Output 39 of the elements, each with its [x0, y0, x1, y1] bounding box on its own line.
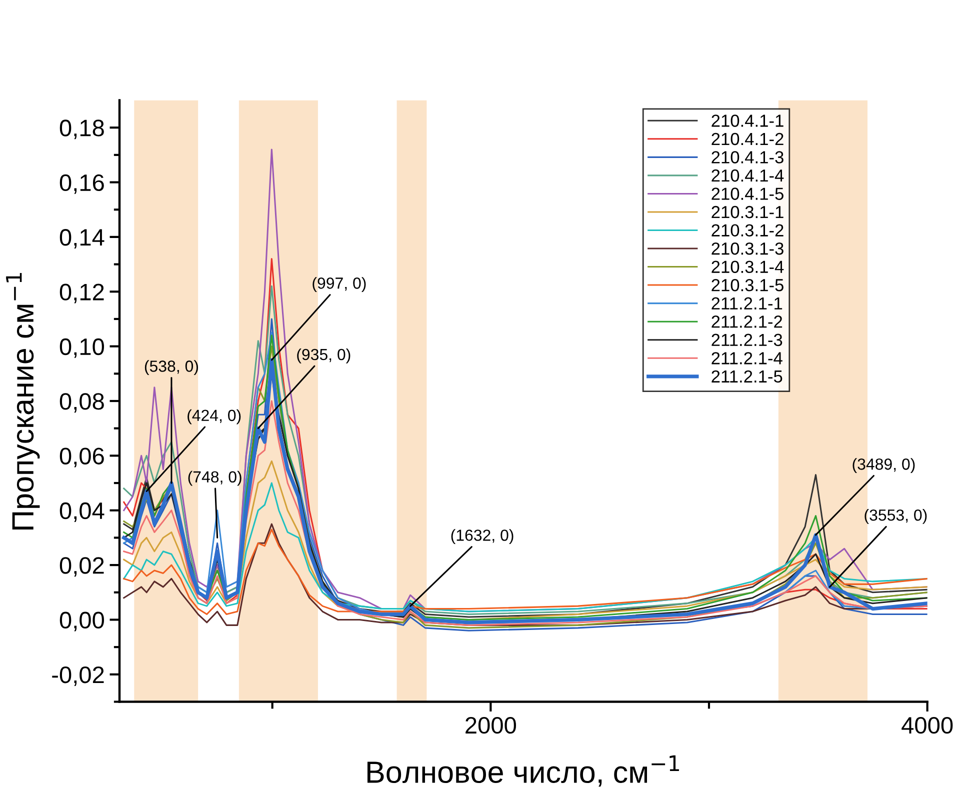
legend-label: 210.3.1-2 [712, 224, 784, 236]
legend-label: 210.4.1-2 [712, 132, 784, 146]
annotation: (1632, 0) [451, 529, 514, 544]
annotation: (3489, 0) [852, 458, 915, 473]
legend-label: 210.4.1-1 [712, 114, 784, 127]
x-tick-label: 4000 [902, 716, 953, 734]
annotation: (997, 0) [312, 277, 366, 292]
legend-label: 211.2.1-2 [712, 316, 782, 328]
legend-label: 210.3.1-1 [712, 206, 784, 218]
y-axis-title: Пропускание см$^{−1}$ [6, 272, 40, 530]
y-tick-label: 0,18 [60, 120, 104, 140]
x-axis-title: Волновое число, см$^{−1}$ [367, 755, 679, 787]
x-tick-label: 2000 [466, 716, 516, 734]
legend-label: 210.3.1-3 [712, 242, 784, 255]
y-tick-label: 0,04 [60, 502, 104, 522]
y-tick-label: 0,02 [60, 557, 104, 577]
y-tick-label: 0,16 [60, 174, 104, 194]
legend-label: 211.2.1-5 [712, 370, 782, 383]
y-tick-label: 0,12 [60, 284, 104, 304]
line-series [123, 528, 928, 616]
annotation: (424, 0) [188, 409, 241, 424]
annotation: (748, 0) [188, 470, 242, 486]
y-tick-label: 0,08 [60, 393, 104, 413]
legend-label: 210.4.1-3 [712, 151, 784, 164]
y-tick-label: 0,00 [60, 612, 104, 632]
legend-label: 210.3.1-4 [712, 260, 784, 274]
y-tick-label: 0,10 [60, 338, 104, 358]
legend-label: 211.2.1-3 [712, 334, 782, 346]
legend-label: 210.3.1-5 [712, 279, 784, 292]
legend-label: 210.4.1-5 [712, 188, 784, 200]
legend-label: 211.2.1-4 [712, 352, 782, 364]
annotation: (3553, 0) [864, 509, 927, 524]
annotation: (935, 0) [297, 348, 350, 364]
y-tick-label: 0,06 [60, 448, 104, 468]
legend-label: 210.4.1-4 [712, 169, 784, 182]
y-tick-label: -0,02 [52, 666, 104, 686]
annotation: (538, 0) [144, 360, 198, 376]
y-tick-label: 0,14 [60, 229, 104, 249]
legend-label: 211.2.1-1 [712, 297, 782, 310]
